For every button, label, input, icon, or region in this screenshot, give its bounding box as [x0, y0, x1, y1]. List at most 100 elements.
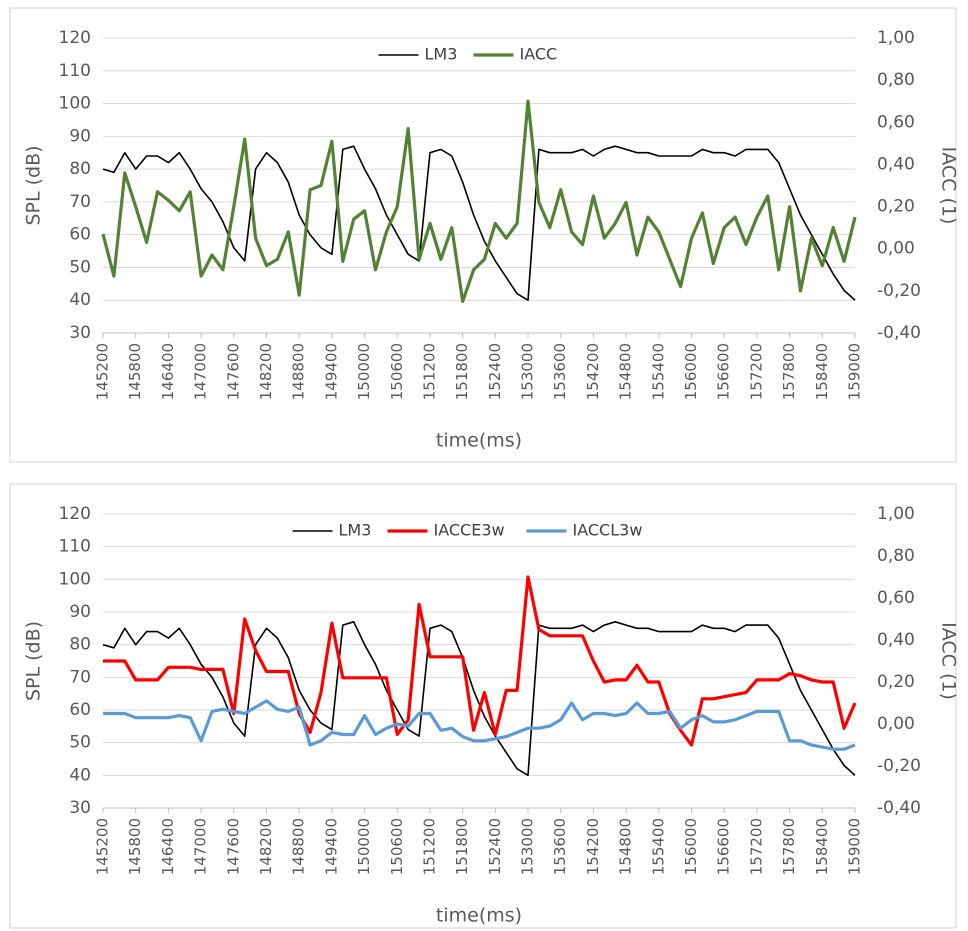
y-tick-label: 100	[59, 569, 91, 589]
y-tick-label: 120	[59, 28, 91, 48]
x-tick-label: 155400	[649, 343, 667, 400]
y-tick-label: 70	[69, 667, 91, 687]
y-tick-label: 80	[69, 159, 91, 179]
x-tick-label: 156000	[682, 343, 700, 400]
x-tick-label: 154800	[617, 818, 635, 875]
legend-label: LM3	[339, 521, 372, 540]
y-tick-label: 110	[59, 61, 91, 81]
x-tick-label: 151200	[420, 818, 438, 875]
series-line	[103, 575, 857, 747]
series-line	[103, 699, 856, 751]
x-tick-label: 154200	[584, 343, 602, 400]
x-tick-label: 150000	[355, 818, 373, 875]
y-tick-label: 60	[69, 225, 91, 245]
series-line	[101, 99, 857, 303]
y-tick-label: 50	[69, 733, 91, 753]
x-tick-label: 150000	[355, 343, 373, 400]
x-tick-label: 150600	[388, 818, 406, 875]
y2-tick-label: 0,80	[877, 70, 915, 90]
legend-label: IACCL3w	[573, 521, 643, 540]
y2-tick-label: 0,20	[877, 197, 915, 217]
y-axis-label: SPL (dB)	[23, 621, 45, 701]
x-tick-label: 156600	[715, 343, 733, 400]
x-tick-label: 157200	[747, 343, 765, 400]
x-tick-label: 158400	[813, 818, 831, 875]
x-tick-label: 145200	[94, 818, 112, 875]
y2-tick-label: 0,80	[877, 546, 915, 566]
y-tick-label: 120	[59, 504, 91, 524]
x-tick-label: 151200	[420, 343, 438, 400]
y-tick-label: 80	[69, 635, 91, 655]
legend-label: IACC	[520, 45, 558, 64]
y2-tick-label: 1,00	[877, 28, 915, 48]
x-tick-label: 152400	[486, 818, 504, 875]
legend-label: LM3	[425, 45, 458, 64]
x-tick-label: 148200	[257, 818, 275, 875]
y2-tick-label: 0,40	[877, 154, 915, 174]
y2-tick-label: 0,00	[877, 714, 915, 734]
y-tick-label: 30	[69, 323, 91, 343]
y2-tick-label: -0,40	[877, 323, 921, 343]
x-tick-label: 154200	[584, 818, 602, 875]
y2-axis-label: IACC (1)	[938, 622, 960, 700]
y-tick-label: 100	[59, 94, 91, 114]
y2-tick-label: 0,40	[877, 630, 915, 650]
x-tick-label: 147600	[224, 343, 242, 400]
y2-tick-label: 0,60	[877, 112, 915, 132]
x-tick-label: 148200	[257, 343, 275, 400]
x-tick-label: 151800	[453, 343, 471, 400]
x-tick-label: 159000	[846, 343, 864, 400]
x-tick-label: 146400	[159, 818, 177, 875]
x-tick-label: 149400	[322, 818, 340, 875]
y2-tick-label: -0,20	[877, 281, 921, 301]
y-tick-label: 30	[69, 798, 91, 818]
x-tick-label: 152400	[486, 343, 504, 400]
y-tick-label: 110	[59, 537, 91, 557]
y2-tick-label: -0,40	[877, 798, 921, 818]
x-tick-label: 153600	[551, 818, 569, 875]
x-tick-label: 149400	[322, 343, 340, 400]
x-tick-label: 148800	[290, 818, 308, 875]
x-tick-label: 159000	[846, 818, 864, 875]
x-axis-label: time(ms)	[436, 430, 522, 452]
y-tick-label: 90	[69, 602, 91, 622]
legend-label: IACCE3w	[434, 521, 505, 540]
y-tick-label: 90	[69, 126, 91, 146]
y-tick-label: 40	[69, 765, 91, 785]
x-tick-label: 145800	[126, 343, 144, 400]
x-tick-label: 157800	[780, 343, 798, 400]
y-axis-label: SPL (dB)	[23, 145, 45, 225]
x-tick-label: 145800	[126, 818, 144, 875]
y-tick-label: 60	[69, 700, 91, 720]
y-tick-label: 40	[69, 290, 91, 310]
x-tick-label: 153000	[519, 343, 537, 400]
y2-tick-label: -0,20	[877, 756, 921, 776]
y-tick-label: 50	[69, 257, 91, 277]
x-tick-label: 154800	[617, 343, 635, 400]
x-axis-label: time(ms)	[436, 905, 522, 927]
x-tick-label: 153600	[551, 343, 569, 400]
x-tick-label: 146400	[159, 343, 177, 400]
x-tick-label: 147000	[192, 818, 210, 875]
x-tick-label: 145200	[94, 343, 112, 400]
x-tick-label: 156000	[682, 818, 700, 875]
x-tick-label: 155400	[649, 818, 667, 875]
y2-tick-label: 1,00	[877, 504, 915, 524]
y2-tick-label: 0,60	[877, 588, 915, 608]
x-tick-label: 147000	[192, 343, 210, 400]
x-tick-label: 156600	[715, 818, 733, 875]
x-tick-label: 157800	[780, 818, 798, 875]
x-tick-label: 153000	[519, 818, 537, 875]
x-tick-label: 148800	[290, 343, 308, 400]
y2-tick-label: 0,00	[877, 239, 915, 259]
chart-frame	[9, 483, 957, 929]
x-tick-label: 147600	[224, 818, 242, 875]
x-tick-label: 151800	[453, 818, 471, 875]
y-tick-label: 70	[69, 192, 91, 212]
y2-tick-label: 0,20	[877, 672, 915, 692]
y2-axis-label: IACC (1)	[938, 147, 960, 225]
x-tick-label: 158400	[813, 343, 831, 400]
x-tick-label: 157200	[747, 818, 765, 875]
x-tick-label: 150600	[388, 343, 406, 400]
